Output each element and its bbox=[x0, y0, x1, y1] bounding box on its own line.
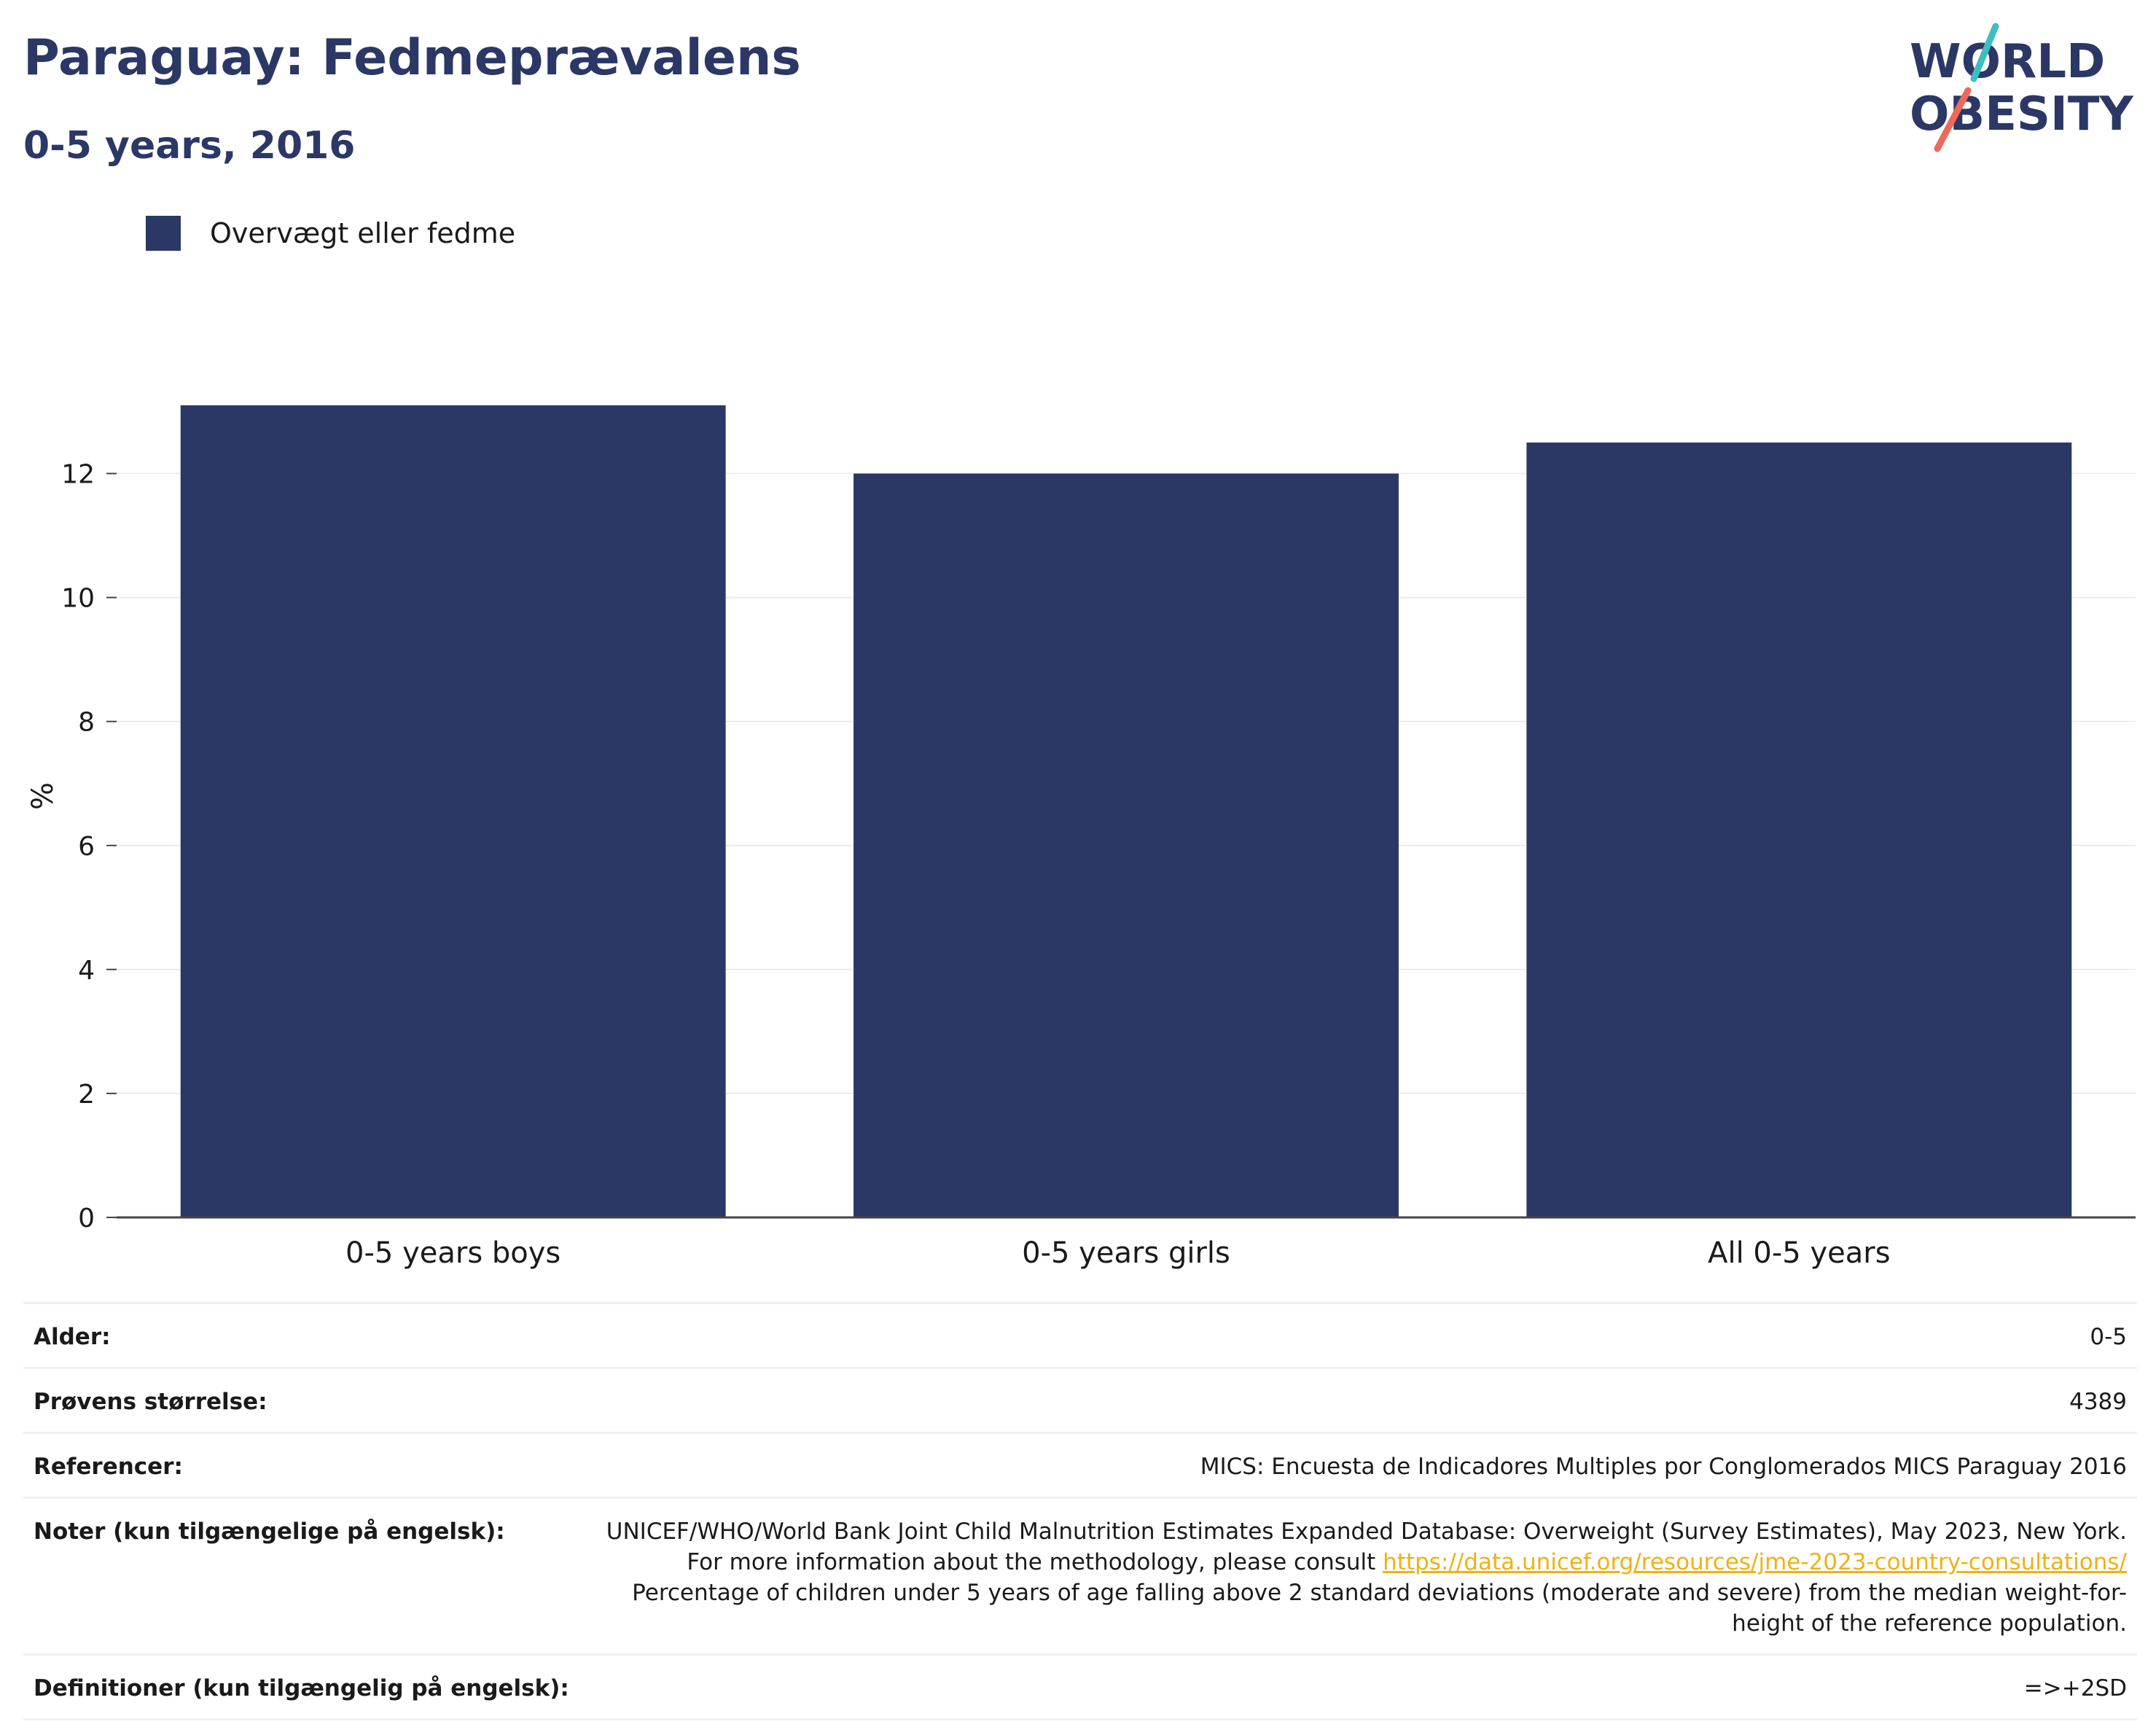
notes-label: Noter (kun tilgængelige på engelsk): bbox=[34, 1518, 505, 1545]
age-label: Alder: bbox=[34, 1324, 111, 1350]
references-label: Referencer: bbox=[34, 1454, 183, 1480]
y-tick-label: 2 bbox=[78, 1080, 95, 1110]
y-tick-label: 8 bbox=[78, 708, 95, 738]
definitions-value: =>+2SD bbox=[2023, 1675, 2127, 1701]
notes-value: UNICEF/WHO/World Bank Joint Child Malnut… bbox=[596, 1516, 2127, 1639]
x-tick-label: 0-5 years girls bbox=[1022, 1236, 1230, 1270]
world-obesity-logo: WORLD OBESITY bbox=[1910, 23, 2133, 152]
references-value: MICS: Encuesta de Indicadores Multiples … bbox=[1200, 1454, 2127, 1480]
info-row-references: Referencer: MICS: Encuesta de Indicadore… bbox=[23, 1434, 2137, 1499]
legend-swatch bbox=[146, 216, 181, 251]
methodology-link[interactable]: https://data.unicef.org/resources/jme-20… bbox=[1383, 1549, 2127, 1575]
y-axis-label: % bbox=[26, 782, 60, 810]
info-row-age: Alder: 0-5 bbox=[23, 1304, 2137, 1369]
page-title: Paraguay: Fedmeprævalens bbox=[23, 29, 801, 87]
x-tick-label: All 0-5 years bbox=[1708, 1236, 1890, 1270]
page-subtitle: 0-5 years, 2016 bbox=[23, 124, 356, 168]
y-tick-label: 0 bbox=[78, 1204, 95, 1233]
bar[interactable] bbox=[1526, 442, 2072, 1217]
x-tick-label: 0-5 years boys bbox=[345, 1236, 561, 1270]
info-table: Alder: 0-5 Prøvens størrelse: 4389 Refer… bbox=[23, 1302, 2137, 1720]
y-tick-label: 6 bbox=[78, 832, 95, 862]
legend-label: Overvægt eller fedme bbox=[210, 217, 516, 249]
info-row-definitions: Definitioner (kun tilgængelig på engelsk… bbox=[23, 1656, 2137, 1720]
sample-size-label: Prøvens størrelse: bbox=[34, 1389, 267, 1415]
info-row-notes: Noter (kun tilgængelige på engelsk): UNI… bbox=[23, 1499, 2137, 1656]
sample-size-value: 4389 bbox=[2069, 1389, 2127, 1415]
bar[interactable] bbox=[180, 405, 726, 1217]
bar[interactable] bbox=[854, 473, 1399, 1217]
info-row-sample: Prøvens størrelse: 4389 bbox=[23, 1369, 2137, 1434]
notes-definition-text: Percentage of children under 5 years of … bbox=[632, 1580, 2127, 1637]
y-tick-label: 10 bbox=[61, 584, 95, 614]
y-tick-label: 4 bbox=[78, 956, 95, 986]
y-tick-label: 12 bbox=[61, 460, 95, 490]
age-value: 0-5 bbox=[2090, 1324, 2127, 1350]
bar-chart: 0 2 4 6 8 10 12 0-5 years boys 0-5 years girls Al… bbox=[26, 405, 2136, 1270]
notes-text: UNICEF/WHO/World Bank Joint Child Malnut… bbox=[606, 1518, 2127, 1575]
definitions-label: Definitioner (kun tilgængelig på engelsk… bbox=[34, 1675, 569, 1701]
chart-legend[interactable]: Overvægt eller fedme bbox=[146, 216, 515, 251]
logo-line1: WORLD bbox=[1910, 35, 2105, 89]
